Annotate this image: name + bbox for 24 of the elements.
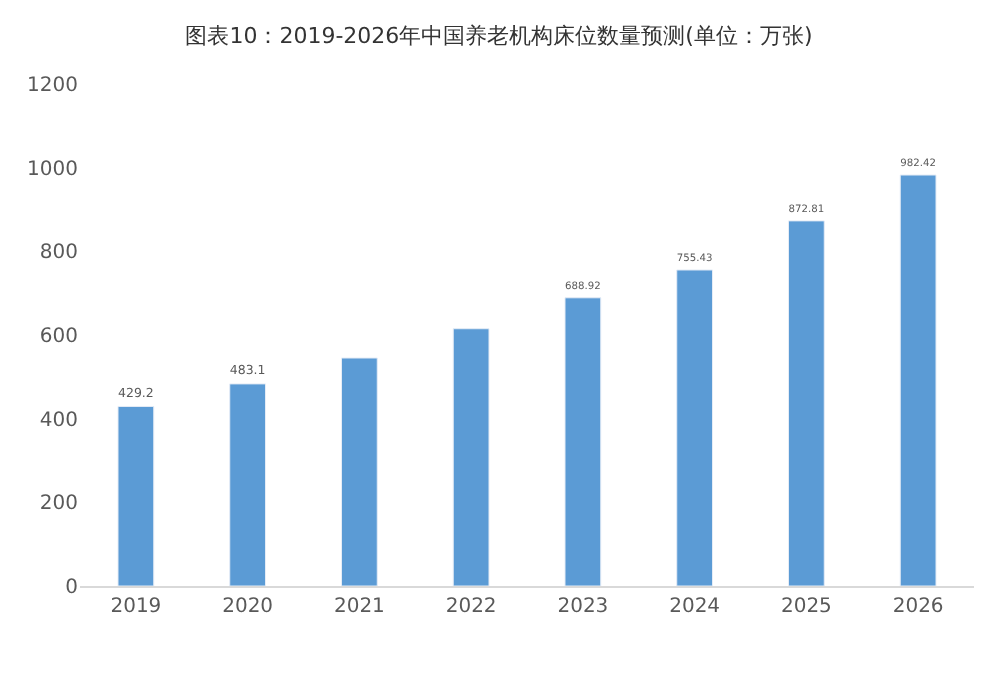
- x-tick-label: 2019: [110, 596, 162, 618]
- x-tick-label: 2023: [557, 596, 609, 618]
- bar: [788, 220, 825, 586]
- x-tick-label: 2021: [333, 596, 385, 618]
- y-tick-label: 200: [39, 493, 78, 516]
- bar: [899, 174, 937, 586]
- y-tick-label: 400: [39, 409, 78, 432]
- y-tick-label: 0: [65, 577, 78, 599]
- bar: [676, 269, 713, 586]
- y-tick-label: 800: [39, 242, 78, 265]
- bar: [117, 405, 155, 586]
- bar: [341, 357, 378, 586]
- x-tick-label: 2024: [669, 596, 721, 618]
- y-tick-label: 1000: [27, 158, 78, 181]
- x-tick-label: 2020: [222, 596, 274, 618]
- bar: [229, 383, 266, 586]
- y-tick-label: 600: [39, 326, 78, 348]
- x-tick-label: 2025: [780, 596, 832, 618]
- bar: [452, 328, 490, 586]
- x-tick-label: 2026: [892, 596, 944, 618]
- x-tick-label: 2022: [445, 596, 497, 618]
- bar: [564, 297, 602, 586]
- chart-title: 图表10：2019-2026年中国养老机构床位数量预测(单位：万张): [185, 23, 813, 50]
- y-tick-label: 1200: [27, 75, 78, 97]
